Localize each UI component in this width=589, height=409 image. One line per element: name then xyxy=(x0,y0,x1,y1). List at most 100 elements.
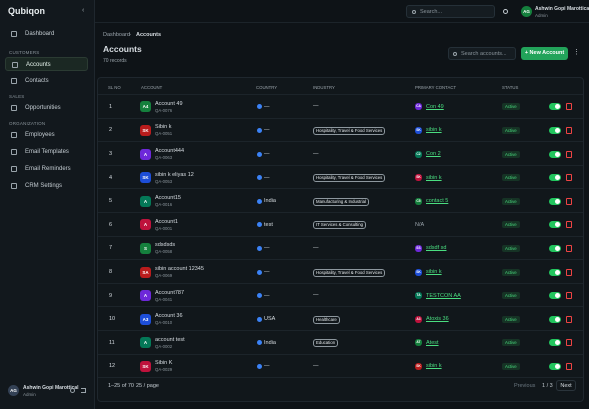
account-name[interactable]: Account15 xyxy=(155,195,181,202)
delete-button[interactable] xyxy=(566,268,572,276)
account-code: QA-0051 xyxy=(155,131,173,137)
delete-button[interactable] xyxy=(566,244,572,252)
delete-button[interactable] xyxy=(566,292,572,300)
nav-item[interactable]: Opportunities xyxy=(5,101,88,115)
status-toggle[interactable] xyxy=(549,268,561,276)
new-account-button[interactable]: + New Account xyxy=(521,47,568,60)
country: — xyxy=(264,245,270,252)
globe-icon xyxy=(257,293,262,299)
sl-no: 10 xyxy=(109,316,116,323)
delete-button[interactable] xyxy=(566,197,572,205)
nav-item[interactable]: Contacts xyxy=(5,74,88,88)
nav-item[interactable]: Email Templates xyxy=(5,145,88,159)
delete-button[interactable] xyxy=(566,150,572,158)
nav-item[interactable]: CRM Settings xyxy=(5,179,88,193)
country: India xyxy=(264,339,276,346)
account-code: QA-0002 xyxy=(155,343,173,349)
status-toggle[interactable] xyxy=(549,150,561,158)
contact-link[interactable]: Atoxis 36 xyxy=(426,316,449,323)
industry: Hospitality, Travel & Food Services xyxy=(313,268,386,277)
status-toggle[interactable] xyxy=(549,315,561,323)
delete-button[interactable] xyxy=(566,221,572,229)
theme-toggle[interactable] xyxy=(503,9,508,14)
status-toggle[interactable] xyxy=(549,221,561,229)
account-code: QA-0016 xyxy=(155,202,173,208)
account-name[interactable]: Sibin k xyxy=(155,124,172,131)
settings-icon[interactable] xyxy=(70,388,75,393)
account-name[interactable]: account test xyxy=(155,336,185,343)
avatar: AG xyxy=(521,6,532,17)
table-row xyxy=(98,284,583,308)
country: USA xyxy=(264,316,276,323)
nav-icon xyxy=(11,183,17,189)
user-name: Ashwin Gopi Marottical xyxy=(23,385,79,391)
table-row xyxy=(98,95,583,119)
sl-no: 6 xyxy=(109,221,113,228)
industry: Hospitality, Travel & Food Services xyxy=(313,174,386,183)
account-name[interactable]: Account 36 xyxy=(155,313,183,320)
status-toggle[interactable] xyxy=(549,244,561,252)
industry: IT Services & Consulting xyxy=(313,221,366,230)
nav-item[interactable]: Employees xyxy=(5,128,88,142)
delete-button[interactable] xyxy=(566,315,572,323)
prev-button[interactable]: Previous xyxy=(514,383,536,389)
delete-button[interactable] xyxy=(566,362,572,370)
contact-link[interactable]: TESTCON AA xyxy=(426,292,461,299)
contact-link[interactable]: sdsdf sd xyxy=(426,245,447,252)
account-name[interactable]: Account444 xyxy=(155,148,185,154)
contact-avatar: SS xyxy=(415,244,422,252)
industry: Education xyxy=(313,339,339,348)
account-code: QA-0029 xyxy=(155,367,173,373)
status-badge: Active xyxy=(502,221,520,229)
status-toggle[interactable] xyxy=(549,174,561,182)
delete-button[interactable] xyxy=(566,339,572,347)
delete-button[interactable] xyxy=(566,174,572,182)
contact-link[interactable]: Atest xyxy=(426,339,439,346)
table-row xyxy=(98,260,583,284)
account-code: QA-0058 xyxy=(155,249,173,255)
table-row xyxy=(98,213,583,237)
search-box[interactable]: Search... xyxy=(406,5,495,18)
column-header: INDUSTRY xyxy=(313,85,335,90)
account-avatar: A xyxy=(140,148,151,160)
contact-link[interactable]: sibin k xyxy=(426,363,442,370)
status-toggle[interactable] xyxy=(549,103,561,111)
account-name[interactable]: sibin k eliyas 12 xyxy=(155,171,194,178)
table-row xyxy=(98,189,583,213)
contact-link[interactable]: sibin k xyxy=(426,127,442,134)
collapse[interactable]: ‹ xyxy=(82,7,85,14)
status-badge: Active xyxy=(502,362,520,370)
nav-item[interactable]: Accounts xyxy=(5,57,88,71)
account-name[interactable]: Sibin K xyxy=(155,360,173,367)
contact-link[interactable]: Con 2 xyxy=(426,151,441,157)
delete-button[interactable] xyxy=(566,103,572,111)
status-badge: Active xyxy=(502,268,520,276)
status-toggle[interactable] xyxy=(549,339,561,347)
account-name[interactable]: Account787 xyxy=(155,289,185,296)
breadcrumb-item[interactable]: Dashboard xyxy=(103,32,130,38)
industry: — xyxy=(313,362,319,369)
search-box[interactable]: Search accounts... xyxy=(448,47,516,60)
status-toggle[interactable] xyxy=(549,197,561,205)
status-toggle[interactable] xyxy=(549,362,561,370)
logout-icon[interactable] xyxy=(81,388,86,393)
account-name[interactable]: sdsdsds xyxy=(155,242,176,249)
page-size-select[interactable]: 25 / page xyxy=(136,383,159,389)
account-name[interactable]: Account 49 xyxy=(155,100,183,107)
delete-button[interactable] xyxy=(566,126,572,134)
country: test xyxy=(264,221,273,228)
more-menu[interactable]: ⋮ xyxy=(573,49,580,56)
sl-no: 5 xyxy=(109,198,113,205)
next-button[interactable]: Next xyxy=(556,380,576,391)
contact-link[interactable]: sibin k xyxy=(426,269,442,275)
contact-link[interactable]: Con 49 xyxy=(426,103,444,110)
table-row xyxy=(98,307,583,331)
contact-link[interactable]: sibin k xyxy=(426,174,442,181)
contact-link[interactable]: contact 5 xyxy=(426,198,449,205)
status-toggle[interactable] xyxy=(549,292,561,300)
account-name[interactable]: sibin account 12345 xyxy=(155,266,204,272)
status-toggle[interactable] xyxy=(549,126,561,134)
nav-item[interactable]: Dashboard xyxy=(5,27,88,41)
account-name[interactable]: Account1 xyxy=(155,218,178,225)
nav-item[interactable]: Email Reminders xyxy=(5,162,88,176)
